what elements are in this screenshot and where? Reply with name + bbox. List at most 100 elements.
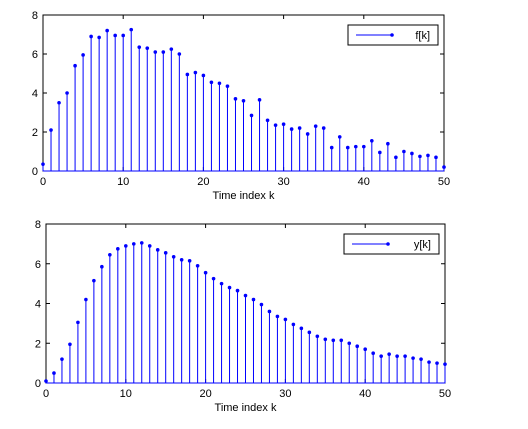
y-point-13 [147,244,152,248]
f-xtick-label-20: 20 [197,176,209,188]
y-ytick-label-2: 2 [35,338,41,350]
f-point-43 [386,141,390,146]
f-point-8 [105,28,109,33]
y-ytick-label-0: 0 [35,378,41,390]
f-point-2 [57,100,61,105]
y-point-27 [259,302,264,307]
f-xtick-label-40: 40 [358,176,370,188]
y-legend-label: y[k] [414,239,431,251]
y-point-49 [435,361,439,365]
f-point-36 [329,145,334,150]
f-point-29 [273,123,278,127]
y-point-18 [187,258,192,263]
y-point-37 [339,338,344,343]
f-point-25 [241,99,246,103]
chart-f: 0 10 20 30 40 50 0 2 4 6 8 Time index k f[k] [0,0,528,212]
y-point-6 [92,278,96,283]
y-point-34 [315,334,320,339]
y-point-4 [76,320,80,325]
y-point-46 [411,356,415,360]
y-legend-marker [386,242,390,246]
f-point-3 [65,91,69,95]
y-point-36 [331,338,336,343]
y-point-43 [387,352,391,356]
y-point-28 [267,309,272,314]
y-point-12 [139,241,144,245]
f-point-19 [193,70,198,75]
y-point-22 [219,281,224,286]
f-point-27 [257,98,262,102]
f-xtick-label-0: 0 [40,176,46,188]
f-point-1 [49,128,53,132]
y-xtick-label-20: 20 [199,388,211,400]
y-xlabel: Time index k [215,402,277,414]
f-point-13 [145,46,150,50]
f-point-11 [129,27,134,32]
f-point-30 [281,122,286,126]
f-point-24 [233,97,238,101]
f-point-26 [249,113,254,118]
y-xtick-label-50: 50 [439,388,451,400]
f-point-34 [313,124,318,128]
f-point-15 [161,50,166,54]
y-point-31 [291,322,296,327]
y-point-5 [84,297,88,302]
y-point-8 [108,253,112,257]
f-point-6 [89,34,93,39]
f-xtick-label-10: 10 [117,176,129,188]
y-point-39 [355,344,360,349]
y-point-1 [52,371,56,375]
f-point-35 [321,126,326,130]
y-point-48 [427,360,431,364]
f-point-39 [353,144,358,149]
y-point-3 [68,342,72,347]
f-point-48 [426,153,430,158]
f-point-50 [442,165,446,169]
y-point-7 [100,264,104,269]
f-point-21 [209,80,214,85]
y-point-24 [235,288,240,293]
f-point-23 [225,84,230,88]
y-point-9 [116,247,120,251]
y-point-38 [347,341,352,346]
f-legend-label: f[k] [415,30,430,42]
f-point-17 [177,52,182,56]
y-point-50 [443,362,447,366]
f-point-31 [289,127,294,131]
f-point-47 [418,154,422,159]
f-point-14 [153,50,158,54]
f-point-42 [378,150,382,155]
y-point-16 [171,254,176,259]
y-point-33 [307,330,312,335]
y-ytick-label-6: 6 [35,259,41,271]
y-xtick-label-40: 40 [359,388,371,400]
chart-y-svg: 0 10 20 30 40 50 0 2 4 6 8 Time index k y[k] [35,219,451,414]
y-point-40 [363,347,368,352]
f-ytick-label-2: 2 [32,127,38,139]
y-point-19 [195,263,200,268]
f-ytick-label-6: 6 [32,49,38,61]
f-point-28 [265,118,270,123]
chart-y: 0 10 20 30 40 50 0 2 4 6 8 Time index k y[k] [0,212,528,424]
f-ytick-label-0: 0 [32,166,38,178]
y-point-41 [371,351,375,355]
y-point-45 [403,354,407,358]
chart-f-svg: 0 10 20 30 40 50 0 2 4 6 8 Time index k f[k] [32,10,450,202]
f-point-45 [402,149,406,154]
f-point-20 [201,73,206,78]
f-point-9 [113,33,117,38]
y-point-30 [283,317,288,322]
f-ytick-label-8: 8 [32,10,38,22]
y-point-35 [323,337,328,342]
y-xtick-label-0: 0 [43,388,49,400]
f-legend-marker [390,33,394,37]
y-legend [343,233,440,255]
y-point-17 [179,257,184,262]
f-point-40 [362,144,366,149]
y-point-15 [163,251,168,255]
f-point-33 [305,132,310,136]
f-xtick-label-30: 30 [277,176,289,188]
f-point-22 [217,81,222,86]
y-ytick-label-8: 8 [35,219,41,231]
y-point-47 [419,357,423,361]
